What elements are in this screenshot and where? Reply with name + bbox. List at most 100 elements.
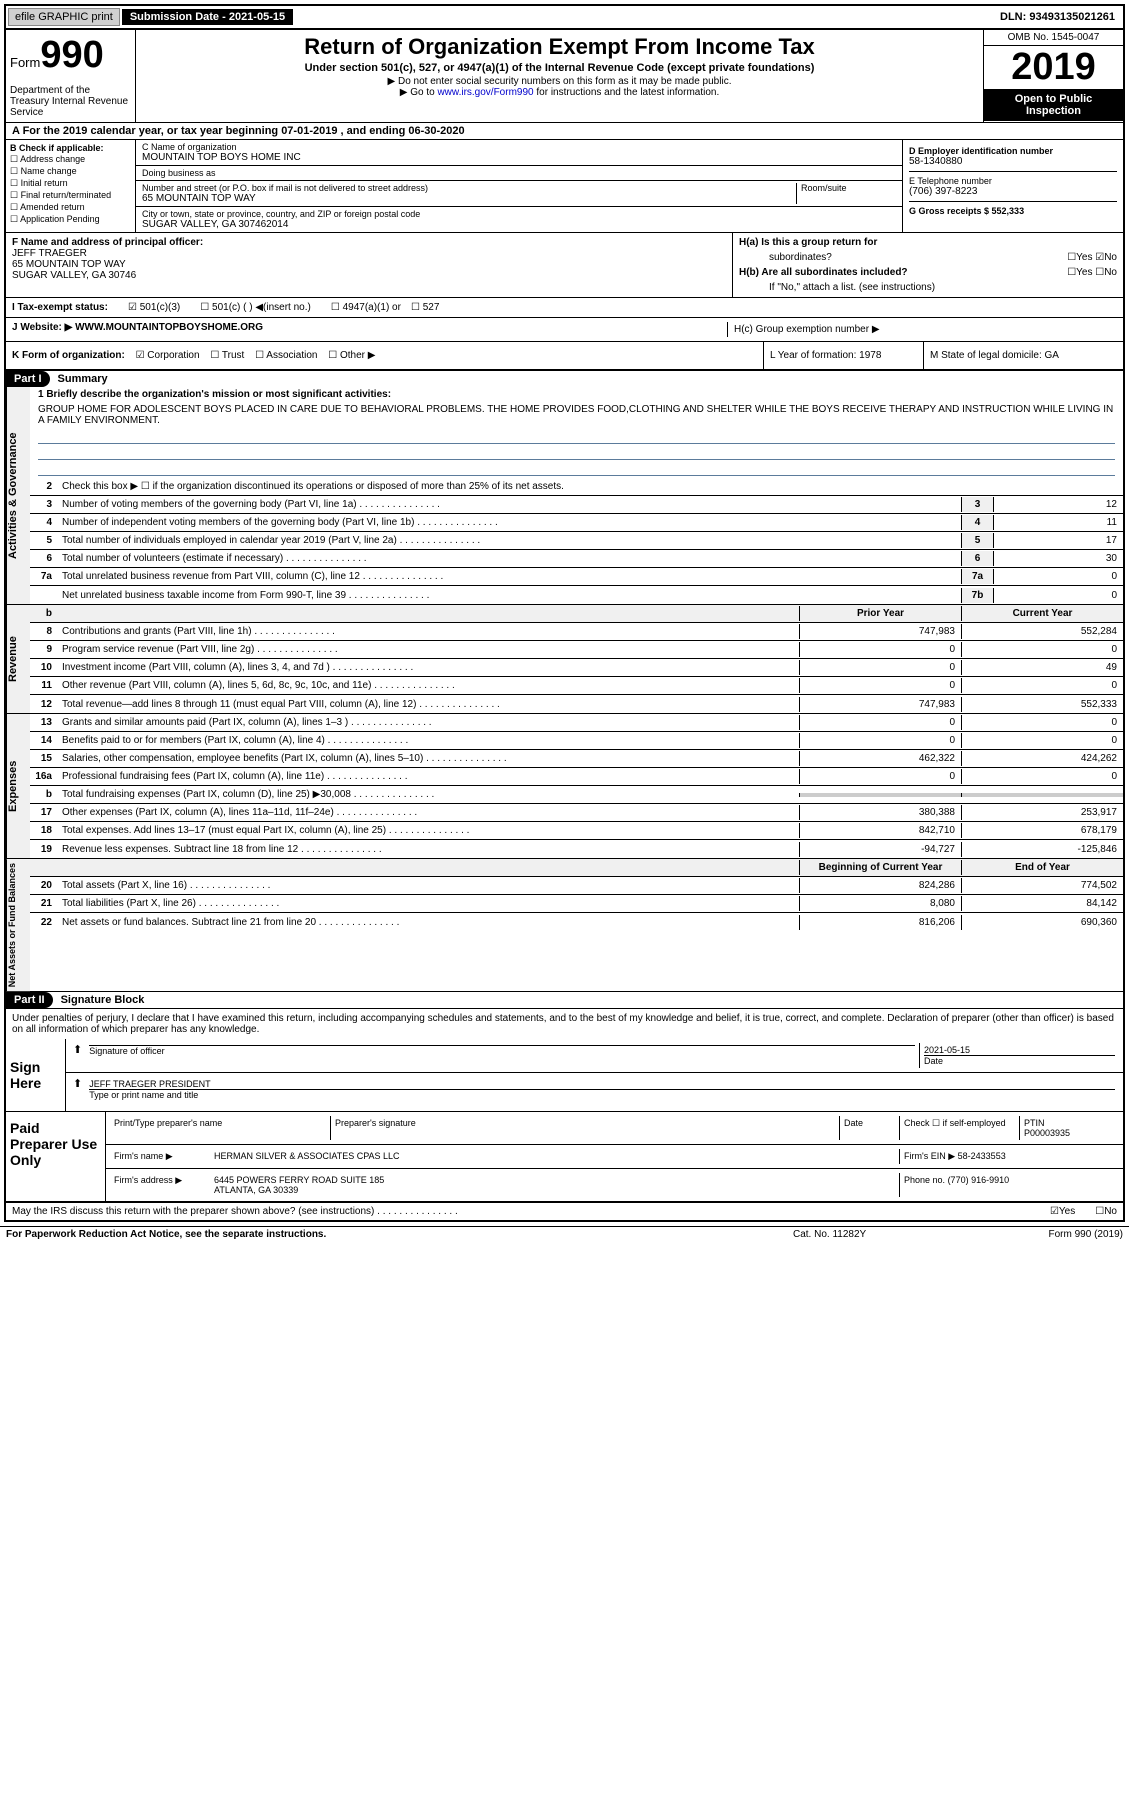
527-checkbox[interactable]: ☐ 527 <box>411 302 439 313</box>
line-value: 12 <box>993 497 1123 512</box>
prior-value: 380,388 <box>799 805 961 820</box>
line-text: Program service revenue (Part VIII, line… <box>58 642 799 657</box>
netassets-side-label: Net Assets or Fund Balances <box>6 859 30 991</box>
prior-value: 747,983 <box>799 697 961 712</box>
hb-note: If "No," attach a list. (see instruction… <box>739 280 1117 295</box>
firm-addr-label: Firm's address ▶ <box>110 1173 210 1197</box>
gross-receipts: G Gross receipts $ 552,333 <box>909 206 1117 216</box>
line-num: 5 <box>30 535 58 546</box>
line-num: 13 <box>30 717 58 728</box>
part2-title: Signature Block <box>53 994 145 1006</box>
k-row: K Form of organization: ☑ Corporation ☐ … <box>6 342 1123 371</box>
line1-label: 1 Briefly describe the organization's mi… <box>30 387 1123 402</box>
line-text: Total assets (Part X, line 16) <box>58 878 799 893</box>
line-num: 9 <box>30 644 58 655</box>
form-label: Form <box>10 55 40 70</box>
officer-addr1: 65 MOUNTAIN TOP WAY <box>12 259 726 270</box>
amended-return-checkbox[interactable]: ☐ Amended return <box>10 202 131 213</box>
top-bar: efile GRAPHIC print Submission Date - 20… <box>6 6 1123 30</box>
line-value: 17 <box>993 533 1123 548</box>
prior-value: 0 <box>799 769 961 784</box>
revenue-side-label: Revenue <box>6 605 30 713</box>
arrow-icon: ⬆ <box>73 1043 82 1068</box>
ha-yesno[interactable]: ☐Yes ☑No <box>1067 252 1117 263</box>
current-value: 0 <box>961 642 1123 657</box>
line-text: Other expenses (Part IX, column (A), lin… <box>58 805 799 820</box>
line-num: 3 <box>30 499 58 510</box>
begin-year-header: Beginning of Current Year <box>799 860 961 875</box>
current-value: 0 <box>961 715 1123 730</box>
netassets-line: 20 Total assets (Part X, line 16) 824,28… <box>30 877 1123 895</box>
501c-checkbox[interactable]: ☐ 501(c) ( ) ◀(insert no.) <box>200 302 311 313</box>
line-text: Revenue less expenses. Subtract line 18 … <box>58 842 799 857</box>
prior-value: -94,727 <box>799 842 961 857</box>
line-value: 0 <box>993 569 1123 584</box>
final-return-checkbox[interactable]: ☐ Final return/terminated <box>10 190 131 201</box>
revenue-line: 8 Contributions and grants (Part VIII, l… <box>30 623 1123 641</box>
expense-line: 16a Professional fundraising fees (Part … <box>30 768 1123 786</box>
discuss-yes[interactable]: ☑Yes <box>1050 1206 1075 1217</box>
line-text: Total unrelated business revenue from Pa… <box>58 569 961 584</box>
line-num: 19 <box>30 844 58 855</box>
line-num: 7a <box>30 571 58 582</box>
phone: (706) 397-8223 <box>909 186 1117 197</box>
501c3-checkbox[interactable]: ☑ 501(c)(3) <box>128 302 180 313</box>
part1-header: Part I <box>6 371 50 387</box>
city-state-zip: SUGAR VALLEY, GA 307462014 <box>142 219 896 230</box>
assoc-checkbox[interactable]: ☐ Association <box>255 350 317 361</box>
summary-line: 5 Total number of individuals employed i… <box>30 532 1123 550</box>
form-header: Form990 Department of the Treasury Inter… <box>6 30 1123 123</box>
column-h: H(a) Is this a group return for subordin… <box>733 233 1123 297</box>
corp-checkbox[interactable]: ☑ Corporation <box>136 350 200 361</box>
line-num: 4 <box>30 517 58 528</box>
section-b-c-d: B Check if applicable: ☐ Address change … <box>6 140 1123 233</box>
other-checkbox[interactable]: ☐ Other ▶ <box>328 350 375 361</box>
line-text: Total expenses. Add lines 13–17 (must eq… <box>58 823 799 838</box>
line-text: Net unrelated business taxable income fr… <box>58 588 961 603</box>
officer-label: F Name and address of principal officer: <box>12 237 726 248</box>
expense-line: 17 Other expenses (Part IX, column (A), … <box>30 804 1123 822</box>
mission-line <box>38 430 1115 444</box>
paid-preparer-section: Paid Preparer Use Only Print/Type prepar… <box>6 1112 1123 1202</box>
firm-ein: 58-2433553 <box>958 1151 1006 1161</box>
prior-year-header: Prior Year <box>799 606 961 621</box>
irs-link[interactable]: www.irs.gov/Form990 <box>437 87 533 98</box>
column-f: F Name and address of principal officer:… <box>6 233 733 297</box>
room-label: Room/suite <box>801 183 896 193</box>
hb-yesno[interactable]: ☐Yes ☐No <box>1067 267 1117 278</box>
form-number: 990 <box>40 34 103 76</box>
street-address: 65 MOUNTAIN TOP WAY <box>142 193 796 204</box>
4947-checkbox[interactable]: ☐ 4947(a)(1) or <box>331 302 401 313</box>
expense-line: 19 Revenue less expenses. Subtract line … <box>30 840 1123 858</box>
line-value: 11 <box>993 515 1123 530</box>
line-text: Total fundraising expenses (Part IX, col… <box>58 787 799 802</box>
begin-value: 8,080 <box>799 896 961 911</box>
line-text: Net assets or fund balances. Subtract li… <box>58 915 799 930</box>
k-label: K Form of organization: <box>12 350 125 361</box>
line-text: Other revenue (Part VIII, column (A), li… <box>58 678 799 693</box>
expenses-section: Expenses 13 Grants and similar amounts p… <box>6 714 1123 859</box>
discuss-text: May the IRS discuss this return with the… <box>12 1206 1030 1217</box>
declaration-text: Under penalties of perjury, I declare th… <box>6 1009 1123 1039</box>
hc-label: H(c) Group exemption number ▶ <box>727 322 1117 337</box>
line-text: Professional fundraising fees (Part IX, … <box>58 769 799 784</box>
footer-form: Form 990 (2019) <box>993 1229 1123 1240</box>
line-box: 6 <box>961 551 993 566</box>
self-employed[interactable]: Check ☐ if self-employed <box>899 1116 1019 1140</box>
initial-return-checkbox[interactable]: ☐ Initial return <box>10 178 131 189</box>
addr-change-checkbox[interactable]: ☐ Address change <box>10 154 131 165</box>
column-d: D Employer identification number 58-1340… <box>903 140 1123 232</box>
line-value: 0 <box>993 588 1123 603</box>
current-value: 0 <box>961 769 1123 784</box>
column-b: B Check if applicable: ☐ Address change … <box>6 140 136 232</box>
trust-checkbox[interactable]: ☐ Trust <box>210 350 244 361</box>
efile-print-button[interactable]: efile GRAPHIC print <box>8 8 120 26</box>
ein-label: D Employer identification number <box>909 146 1117 156</box>
revenue-section: Revenue b Prior Year Current Year 8 Cont… <box>6 605 1123 714</box>
prior-value: 0 <box>799 678 961 693</box>
tax-year-period: A For the 2019 calendar year, or tax yea… <box>6 123 1123 140</box>
name-change-checkbox[interactable]: ☐ Name change <box>10 166 131 177</box>
discuss-no[interactable]: ☐No <box>1095 1206 1117 1217</box>
prep-name-label: Print/Type preparer's name <box>110 1116 330 1140</box>
app-pending-checkbox[interactable]: ☐ Application Pending <box>10 214 131 225</box>
